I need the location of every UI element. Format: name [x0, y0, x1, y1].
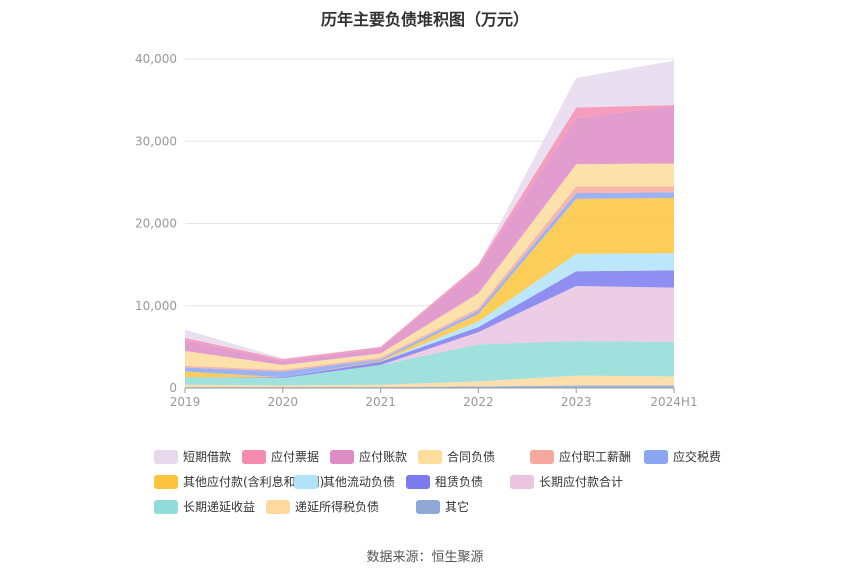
legend-swatch: [154, 449, 178, 464]
legend-swatch: [406, 474, 430, 489]
x-tick-label: 2019: [170, 395, 201, 409]
x-tick-label: 2024H1: [650, 395, 697, 409]
legend-swatch: [154, 474, 178, 489]
legend-swatch: [330, 449, 354, 464]
legend-label: 长期应付款合计: [539, 475, 624, 489]
legend-item[interactable]: 递延所得税负债: [266, 498, 379, 515]
area-series-0: [185, 385, 674, 388]
legend-label: 长期递延收益: [183, 500, 256, 514]
y-tick-label: 0: [169, 381, 177, 395]
x-tick-label: 2020: [268, 395, 299, 409]
legend-swatch: [418, 449, 442, 464]
legend-item[interactable]: 其他流动负债: [294, 473, 395, 490]
area-series-12: [185, 60, 674, 360]
legend-swatch: [154, 499, 178, 514]
legend-label: 其它: [445, 500, 470, 514]
y-tick-label: 30,000: [135, 134, 177, 148]
legend-label: 应付职工薪酬: [559, 450, 632, 464]
legend-item[interactable]: 长期应付款合计: [510, 473, 623, 490]
x-tick-label: 2021: [365, 395, 396, 409]
area-series-8: [185, 186, 674, 372]
legend-item[interactable]: 短期借款: [154, 448, 231, 465]
legend-label: 租赁负债: [435, 475, 484, 489]
legend-swatch: [530, 449, 554, 464]
legend-swatch: [644, 449, 668, 464]
legend-label: 应交税费: [673, 450, 722, 464]
legend-label: 应付账款: [359, 450, 408, 464]
legend-label: 其他应付款(含利息和股利): [183, 475, 325, 489]
legend-item[interactable]: 应付账款: [330, 448, 407, 465]
legend-item[interactable]: 应付职工薪酬: [530, 448, 631, 465]
legend-swatch: [510, 474, 534, 489]
legend-swatch: [242, 449, 266, 464]
legend-item[interactable]: 应付票据: [242, 448, 319, 465]
legend-item[interactable]: 其他应付款(含利息和股利): [154, 473, 324, 490]
y-tick-label: 40,000: [135, 52, 177, 66]
legend-item[interactable]: 长期递延收益: [154, 498, 255, 515]
area-series-3: [185, 286, 674, 379]
legend-label: 应付票据: [271, 450, 320, 464]
area-series-1: [185, 375, 674, 388]
legend-label: 其他流动负债: [323, 475, 396, 489]
area-series-5: [185, 253, 674, 378]
legend-label: 递延所得税负债: [295, 500, 380, 514]
stacked-area-chart: 0 10,000 20,000 30,000 40,000 2019 2020 2021 202…: [135, 52, 698, 409]
data-source: 数据来源：恒生聚源: [366, 550, 484, 565]
legend-item[interactable]: 合同负债: [418, 448, 495, 465]
area-series-2: [185, 341, 674, 386]
area-series-4: [185, 270, 674, 379]
y-tick-label: 20,000: [135, 217, 177, 231]
area-series-6: [185, 198, 674, 378]
area-series-10: [185, 105, 674, 365]
legend-label: 合同负债: [447, 450, 496, 464]
legend-label: 短期借款: [183, 450, 232, 464]
x-tick-label: 2023: [561, 395, 592, 409]
area-series-9: [185, 163, 674, 370]
legend-item[interactable]: 租赁负债: [406, 473, 483, 490]
legend-item[interactable]: 其它: [416, 498, 469, 515]
legend-swatch: [266, 499, 290, 514]
legend-item[interactable]: 应交税费: [644, 448, 721, 465]
y-tick-label: 10,000: [135, 299, 177, 313]
legend-swatch: [294, 474, 318, 489]
chart-title: 历年主要负债堆积图（万元）: [320, 10, 529, 29]
legend-swatch: [416, 499, 440, 514]
x-tick-label: 2022: [463, 395, 494, 409]
